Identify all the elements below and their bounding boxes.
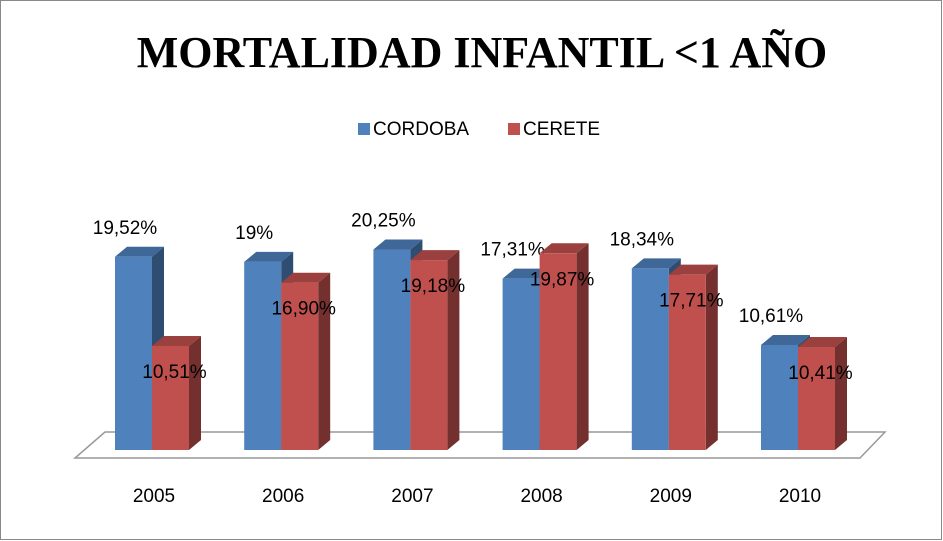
value-label: 20,25%	[351, 211, 416, 232]
bar-top	[115, 246, 164, 257]
bar	[410, 250, 460, 450]
value-label: 10,51%	[142, 362, 207, 383]
bar-top	[668, 264, 718, 275]
bar-side	[576, 243, 589, 450]
bar-front	[761, 344, 798, 450]
bar-top	[798, 336, 847, 347]
bar-side	[318, 272, 331, 450]
bar-top	[502, 268, 552, 279]
value-label: 19,87%	[530, 269, 595, 290]
bar	[668, 264, 718, 450]
value-label: 16,90%	[271, 299, 336, 320]
value-label: 17,31%	[480, 240, 545, 261]
x-tick-label: 2009	[650, 486, 692, 507]
x-tick-label: 2005	[133, 486, 175, 507]
bar-front	[668, 274, 706, 450]
bar-front	[281, 282, 319, 450]
legend-label: CERETE	[523, 119, 600, 140]
bar-top	[761, 334, 810, 345]
floor	[72, 431, 887, 459]
bar-front	[115, 256, 152, 450]
bar-side	[705, 264, 718, 450]
x-tick-label: 2006	[262, 486, 304, 507]
bar-top	[410, 250, 460, 261]
bar-top	[539, 243, 589, 254]
legend-swatch	[358, 123, 370, 135]
legend-label: CORDOBA	[373, 119, 469, 140]
bar	[798, 336, 847, 450]
value-label: 10,41%	[788, 363, 853, 384]
value-label: 19,52%	[93, 218, 158, 239]
bar-top	[152, 335, 201, 346]
bar-side	[835, 336, 847, 450]
bar-front	[631, 268, 669, 450]
x-tick-label: 2008	[520, 486, 562, 507]
bar-front	[373, 249, 411, 450]
bar-front	[798, 346, 835, 450]
bar-front	[410, 260, 448, 450]
bar	[539, 243, 589, 450]
value-label: 19,18%	[401, 276, 466, 297]
bar-top	[244, 251, 294, 262]
bar-front	[152, 345, 189, 450]
bar-side	[447, 250, 460, 450]
chart-title: MORTALIDAD INFANTIL <1 AÑO	[137, 28, 828, 77]
bar-top	[373, 239, 423, 250]
value-label: 18,34%	[610, 229, 675, 250]
x-tick-label: 2007	[391, 486, 433, 507]
x-tick-label: 2010	[779, 486, 821, 507]
value-label: 10,61%	[739, 306, 804, 327]
bar	[281, 272, 331, 450]
bar-top	[631, 258, 681, 269]
value-label: 17,71%	[659, 291, 724, 312]
bar-top	[281, 272, 331, 283]
bar-front	[244, 261, 282, 450]
bar-side	[189, 335, 201, 450]
legend-swatch	[508, 123, 520, 135]
value-label: 19%	[235, 223, 273, 244]
bar	[152, 335, 201, 450]
bar-front	[502, 278, 540, 450]
bar-front	[539, 253, 577, 450]
